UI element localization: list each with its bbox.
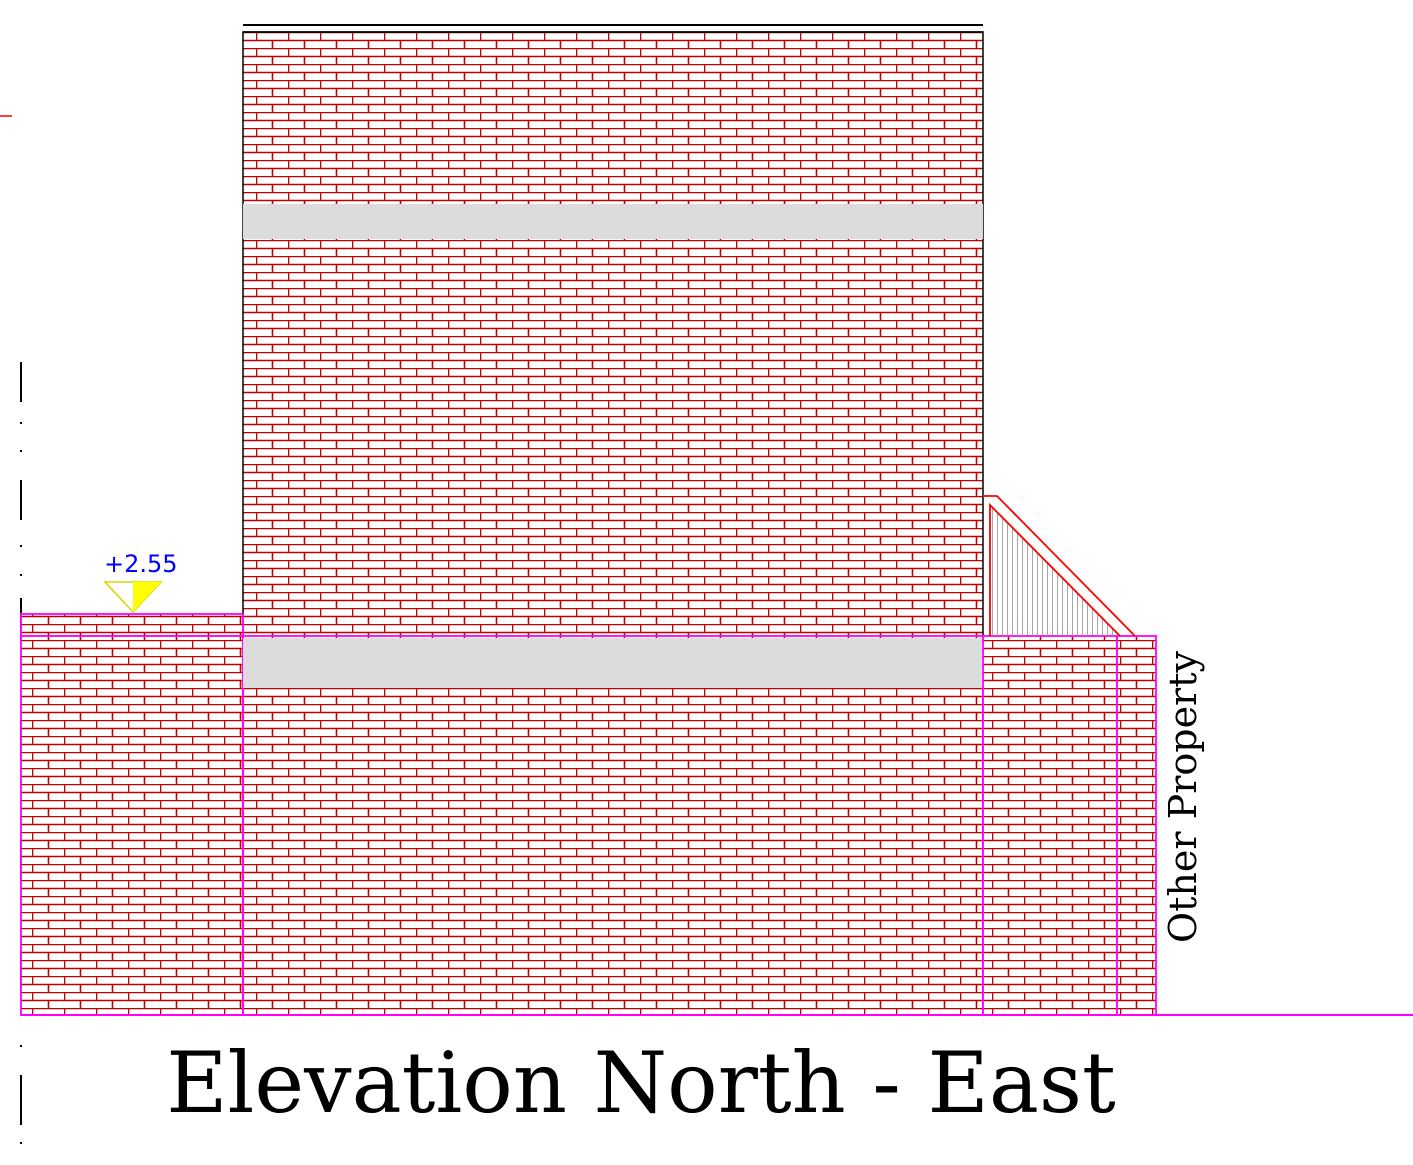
upper-cornice-band — [243, 204, 983, 239]
elevation-title: Elevation North - East — [166, 1034, 1116, 1132]
level-marker: +2.55 — [103, 550, 178, 614]
right-annex-wall — [982, 635, 1118, 1016]
other-property-label: Other Property — [1161, 651, 1205, 943]
lower-cornice-band — [243, 638, 983, 688]
left-annex-parapet — [20, 613, 244, 637]
boundary-wall — [1116, 635, 1157, 1016]
right-annex-sloped-roof — [983, 495, 1136, 637]
main-building-wall — [242, 31, 984, 1016]
left-annex-wall — [20, 635, 244, 1016]
level-marker-text: +2.55 — [104, 550, 178, 578]
level-marker-filled-triangle — [133, 582, 161, 612]
